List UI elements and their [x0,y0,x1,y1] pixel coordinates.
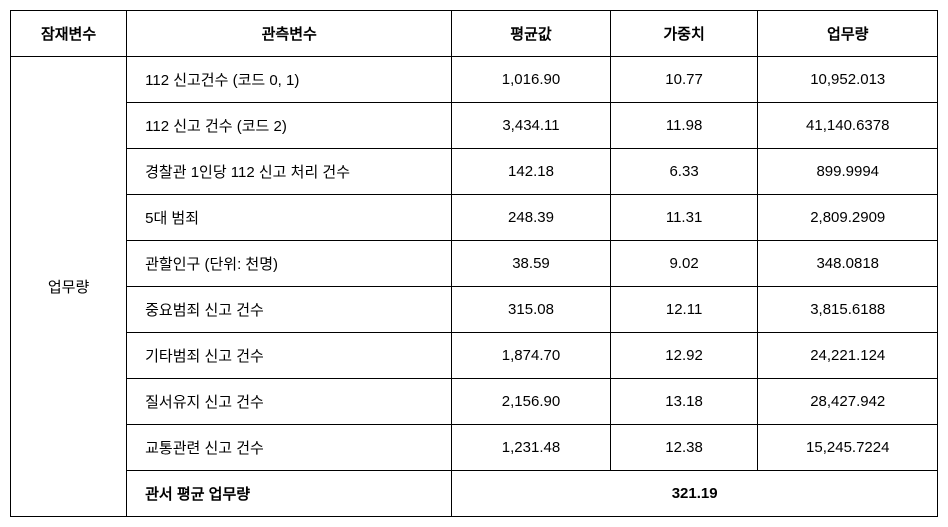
mean-cell: 142.18 [452,149,610,195]
observed-cell: 질서유지 신고 건수 [127,379,452,425]
mean-cell: 248.39 [452,195,610,241]
weight-cell: 11.31 [610,195,758,241]
workload-cell: 3,815.6188 [758,287,938,333]
weight-cell: 6.33 [610,149,758,195]
header-latent: 잠재변수 [11,11,127,57]
workload-cell: 899.9994 [758,149,938,195]
table-header-row: 잠재변수 관측변수 평균값 가중치 업무량 [11,11,938,57]
table-row: 업무량 112 신고건수 (코드 0, 1) 1,016.90 10.77 10… [11,57,938,103]
mean-cell: 315.08 [452,287,610,333]
table-row: 경찰관 1인당 112 신고 처리 건수 142.18 6.33 899.999… [11,149,938,195]
summary-value-cell: 321.19 [452,471,938,517]
header-observed: 관측변수 [127,11,452,57]
weight-cell: 10.77 [610,57,758,103]
workload-cell: 24,221.124 [758,333,938,379]
observed-cell: 112 신고건수 (코드 0, 1) [127,57,452,103]
observed-cell: 경찰관 1인당 112 신고 처리 건수 [127,149,452,195]
mean-cell: 1,231.48 [452,425,610,471]
mean-cell: 38.59 [452,241,610,287]
mean-cell: 3,434.11 [452,103,610,149]
weight-cell: 9.02 [610,241,758,287]
table-row: 5대 범죄 248.39 11.31 2,809.2909 [11,195,938,241]
table-row: 기타범죄 신고 건수 1,874.70 12.92 24,221.124 [11,333,938,379]
observed-cell: 교통관련 신고 건수 [127,425,452,471]
mean-cell: 1,016.90 [452,57,610,103]
table-body: 업무량 112 신고건수 (코드 0, 1) 1,016.90 10.77 10… [11,57,938,517]
latent-variable-cell: 업무량 [11,57,127,517]
workload-cell: 41,140.6378 [758,103,938,149]
mean-cell: 1,874.70 [452,333,610,379]
weight-cell: 11.98 [610,103,758,149]
weight-cell: 13.18 [610,379,758,425]
workload-cell: 348.0818 [758,241,938,287]
weight-cell: 12.38 [610,425,758,471]
workload-cell: 10,952.013 [758,57,938,103]
weight-cell: 12.92 [610,333,758,379]
workload-cell: 15,245.7224 [758,425,938,471]
table-row: 112 신고 건수 (코드 2) 3,434.11 11.98 41,140.6… [11,103,938,149]
header-workload: 업무량 [758,11,938,57]
observed-cell: 112 신고 건수 (코드 2) [127,103,452,149]
table-row: 교통관련 신고 건수 1,231.48 12.38 15,245.7224 [11,425,938,471]
observed-cell: 기타범죄 신고 건수 [127,333,452,379]
observed-cell: 관할인구 (단위: 천명) [127,241,452,287]
observed-cell: 5대 범죄 [127,195,452,241]
workload-table: 잠재변수 관측변수 평균값 가중치 업무량 업무량 112 신고건수 (코드 0… [10,10,938,517]
table-row: 질서유지 신고 건수 2,156.90 13.18 28,427.942 [11,379,938,425]
workload-cell: 2,809.2909 [758,195,938,241]
summary-label-cell: 관서 평균 업무량 [127,471,452,517]
table-row: 중요범죄 신고 건수 315.08 12.11 3,815.6188 [11,287,938,333]
mean-cell: 2,156.90 [452,379,610,425]
table-row: 관할인구 (단위: 천명) 38.59 9.02 348.0818 [11,241,938,287]
workload-cell: 28,427.942 [758,379,938,425]
header-weight: 가중치 [610,11,758,57]
observed-cell: 중요범죄 신고 건수 [127,287,452,333]
header-mean: 평균값 [452,11,610,57]
table-summary-row: 관서 평균 업무량 321.19 [11,471,938,517]
weight-cell: 12.11 [610,287,758,333]
